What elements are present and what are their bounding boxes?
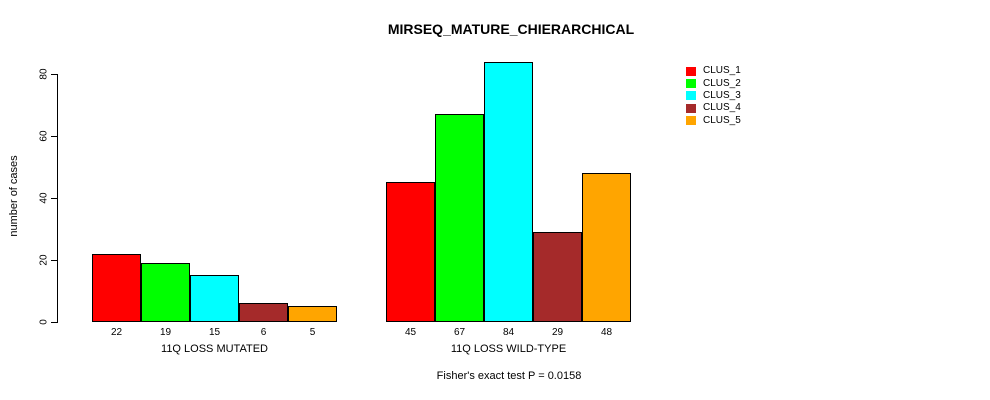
bar-value-label: 29 [551, 327, 564, 338]
legend-label: CLUS_4 [703, 102, 741, 114]
bar-value-label: 22 [110, 327, 123, 338]
legend-swatch-clus_1 [686, 66, 696, 76]
bar-clus_3-2 [484, 62, 533, 322]
y-tick-label: 20 [38, 254, 50, 266]
group-label: 11Q LOSS WILD-TYPE [450, 343, 567, 355]
chart-title: MIRSEQ_MATURE_CHIERARCHICAL [387, 21, 635, 37]
bar-clus_1-1 [92, 254, 141, 322]
annotation-text: Fisher's exact test P = 0.0158 [436, 370, 582, 382]
bar-clus_1-2 [386, 182, 435, 322]
y-tick-mark [51, 322, 57, 323]
legend: CLUS_1 CLUS_2 CLUS_3 CLUS_4 CLUS_5 [686, 65, 741, 127]
bar-value-label: 48 [600, 327, 613, 338]
legend-item-clus_3: CLUS_3 [686, 90, 741, 102]
y-tick-mark [51, 136, 57, 137]
bar-clus_4-1 [239, 303, 288, 322]
legend-label: CLUS_1 [703, 65, 741, 77]
legend-label: CLUS_2 [703, 77, 741, 89]
y-axis-label: number of cases [8, 155, 20, 237]
bar-value-label: 6 [260, 327, 267, 338]
bar-value-label: 67 [453, 327, 466, 338]
legend-label: CLUS_3 [703, 89, 741, 101]
bar-value-label: 15 [208, 327, 221, 338]
y-axis-line [57, 74, 58, 323]
y-tick-mark [51, 74, 57, 75]
bar-value-label: 5 [309, 327, 316, 338]
y-tick-mark [51, 198, 57, 199]
legend-swatch-clus_3 [686, 91, 696, 101]
legend-item-clus_1: CLUS_1 [686, 65, 741, 77]
legend-swatch-clus_4 [686, 103, 696, 113]
bar-clus_4-2 [533, 232, 582, 322]
bar-clus_5-1 [288, 306, 337, 322]
bar-value-label: 45 [404, 327, 417, 338]
y-tick-label: 0 [38, 319, 50, 325]
y-tick-label: 40 [38, 192, 50, 204]
bar-clus_3-1 [190, 275, 239, 322]
legend-label: CLUS_5 [703, 114, 741, 126]
group-label: 11Q LOSS MUTATED [161, 343, 268, 355]
y-tick-mark [51, 260, 57, 261]
bar-value-label: 84 [502, 327, 515, 338]
y-tick-label: 60 [38, 130, 50, 142]
legend-item-clus_5: CLUS_5 [686, 115, 741, 127]
legend-item-clus_4: CLUS_4 [686, 102, 741, 114]
legend-swatch-clus_2 [686, 79, 696, 89]
legend-swatch-clus_5 [686, 116, 696, 126]
bar-clus_2-2 [435, 114, 484, 322]
y-tick-label: 80 [38, 68, 50, 80]
bar-clus_2-1 [141, 263, 190, 322]
legend-item-clus_2: CLUS_2 [686, 77, 741, 89]
bar-value-label: 19 [159, 327, 172, 338]
bar-clus_5-2 [582, 173, 631, 322]
